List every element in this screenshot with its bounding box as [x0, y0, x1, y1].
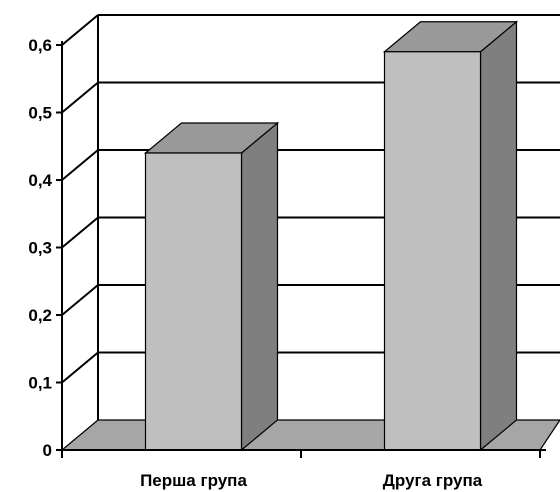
gridline-diagonal [61, 284, 99, 316]
bar-side [240, 121, 279, 452]
bars-layer [143, 20, 519, 452]
bar [382, 20, 519, 452]
x-category-label: Друга група [383, 471, 483, 490]
y-tick-label: 0,1 [28, 374, 52, 393]
y-tick-label: 0,3 [28, 239, 52, 258]
bar-front [383, 51, 482, 451]
x-axis-labels: Перша група Друга група [140, 471, 483, 490]
x-category-label: Перша група [140, 471, 247, 490]
gridline-diagonal [61, 351, 99, 384]
y-tick-label: 0 [43, 441, 52, 460]
y-axis-ticks: 0 0,1 0,2 0,3 0,4 0,5 0,6 [28, 36, 52, 460]
y-tick-label: 0,5 [28, 104, 52, 123]
gridline-diagonal [61, 81, 99, 114]
y-tick-label: 0,2 [28, 306, 52, 325]
gridline-diagonal [61, 149, 99, 181]
axis-layer [56, 41, 546, 458]
y-tick-label: 0,6 [28, 36, 52, 55]
bar [143, 121, 280, 452]
y-tick-label: 0,4 [28, 171, 52, 190]
gridline-diagonal [61, 216, 99, 249]
bar-side [479, 20, 518, 452]
gridline-diagonal [61, 14, 99, 46]
bar-front [144, 152, 243, 451]
